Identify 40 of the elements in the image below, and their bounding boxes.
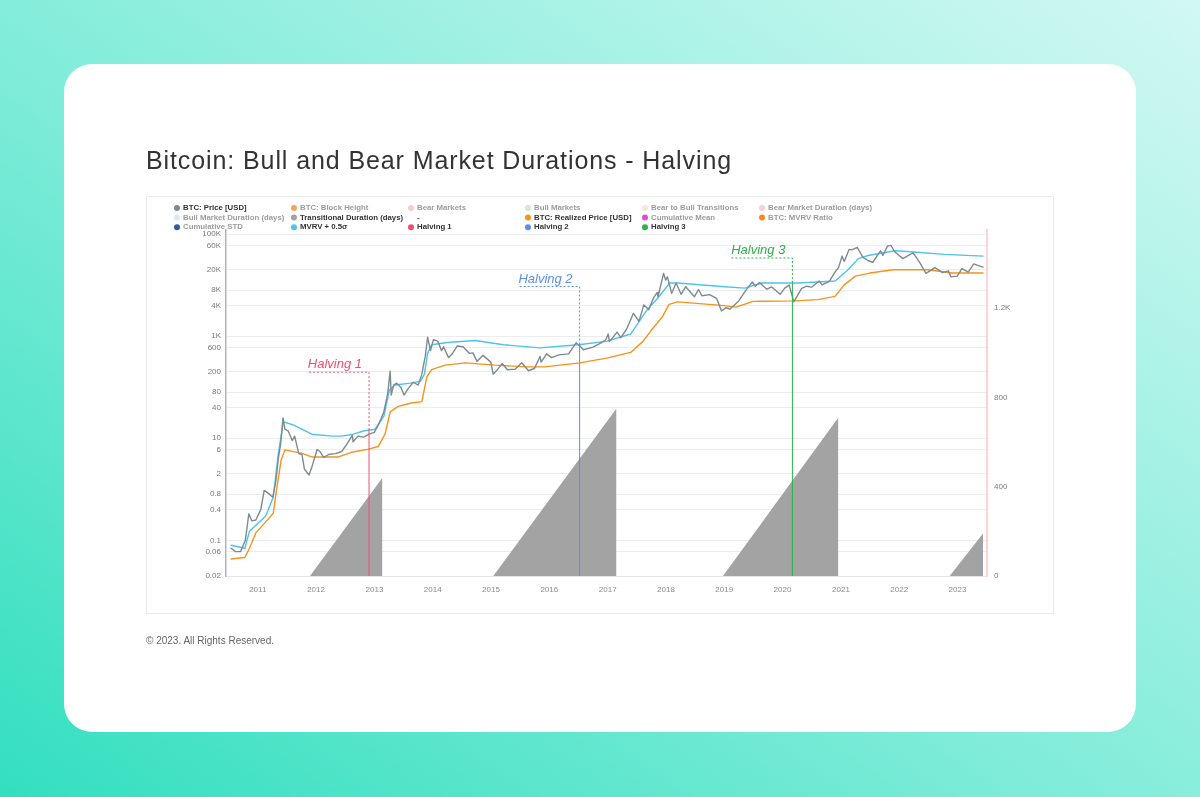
y-tick-label: 2 (216, 469, 222, 479)
y-tick-label: 0.4 (209, 504, 222, 514)
y-tick-label: 4K (211, 300, 222, 310)
y-tick-label: 0.06 (205, 546, 222, 556)
y-tick-label: 60K (206, 240, 222, 250)
y-tick-label: 20K (206, 264, 222, 274)
y-tick-label: 0.8 (209, 489, 222, 499)
x-tick-label: 2021 (832, 585, 851, 594)
chart-title: Bitcoin: Bull and Bear Market Durations - Halving (146, 145, 733, 175)
x-tick-label: 2014 (423, 585, 443, 594)
y-tick-label: 1K (211, 331, 222, 341)
y2-tick-label: 0 (994, 571, 999, 581)
y-tick-label: 10 (212, 433, 222, 443)
y-tick-label: 200 (207, 367, 222, 377)
text: © 2023. All Rights Reserved. (146, 635, 274, 647)
y-tick-label: 40 (212, 402, 222, 412)
y-tick-label: 0.1 (209, 535, 222, 545)
y2-tick-label: 800 (994, 392, 1008, 402)
x-tick-label: 2022 (890, 585, 909, 594)
x-tick-label: 2013 (365, 585, 384, 594)
text: Halving 2 (518, 270, 573, 286)
x-tick-label: 2012 (307, 585, 326, 594)
y-tick-label: 0.02 (205, 571, 222, 581)
y2-tick-label: 1.2K (994, 303, 1012, 313)
y-tick-label: 6 (216, 444, 222, 454)
x-tick-label: 2015 (482, 585, 501, 594)
x-tick-label: 2023 (948, 585, 967, 594)
x-tick-label: 2017 (598, 585, 618, 594)
y-tick-label: 600 (207, 342, 222, 352)
y-tick-label: 80 (212, 387, 222, 397)
text: Halving 3 (731, 242, 786, 257)
y-tick-label: 8K (211, 285, 222, 295)
x-tick-label: 2020 (773, 585, 792, 594)
x-tick-label: 2019 (715, 585, 734, 594)
x-tick-label: 2016 (540, 585, 559, 594)
x-tick-label: 2011 (249, 585, 267, 594)
x-tick-label: 2018 (657, 585, 676, 594)
text: Halving 1 (307, 356, 363, 372)
y2-tick-label: 400 (994, 481, 1008, 491)
y-tick-label: 100K (202, 229, 222, 239)
